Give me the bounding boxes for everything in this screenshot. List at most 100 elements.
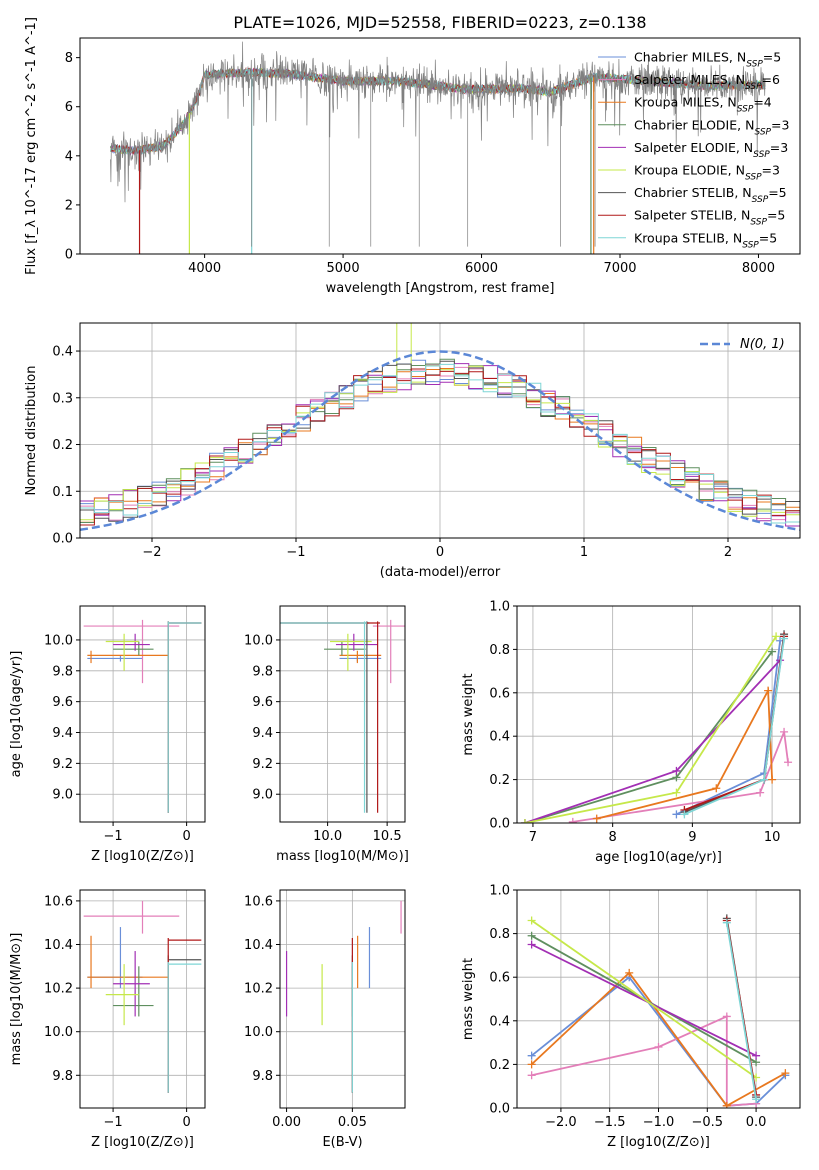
weight_vs_age-xtick-label: 9: [688, 830, 696, 845]
residuals-xtick-label: −1: [286, 545, 305, 560]
weight_vs_age-ytick-label: 0.6: [489, 686, 510, 701]
sfh-point-kroupa_elodie: [527, 916, 536, 925]
legend-entry-salpeter_stelib: Salpeter STELIB, NSSP=5: [634, 208, 785, 228]
mass_vs_ebv-ytick-label: 9.8: [252, 1069, 273, 1084]
age_vs_Z-frame: [79, 605, 206, 823]
residuals-xtick-label: 1: [580, 545, 588, 560]
residuals-ytick-label: 0.1: [52, 485, 73, 500]
sfh-point-salpeter_miles: [722, 1012, 731, 1021]
sfh-line-kroupa_elodie: [524, 635, 777, 823]
age_vs_Z-xtick-label: 0: [182, 829, 190, 844]
residuals-xlabel: (data-model)/error: [380, 565, 501, 580]
legend-subscript: SSP: [750, 218, 767, 228]
sfh-point-kroupa_miles: [781, 1069, 790, 1078]
sfh-point-chabrier_miles: [527, 1051, 536, 1060]
age_vs_Z-xlabel: Z [log10(Z/Z⊙)]: [91, 849, 194, 864]
age_vs_mass-xtick-label: 10.5: [373, 829, 402, 844]
sfh-point-kroupa_miles: [722, 1101, 731, 1108]
mass_vs_Z-xtick-label: 0: [182, 1115, 190, 1130]
mass_vs_ebv-ytick-label: 10.4: [244, 938, 273, 953]
age_vs_Z-ytick-label: 9.0: [52, 788, 73, 803]
age_vs_mass-ytick-label: 10.0: [244, 633, 273, 648]
figure-title: PLATE=1026, MJD=52558, FIBERID=0223, z=0…: [233, 13, 646, 32]
mass_vs_Z-ytick-label: 10.0: [44, 1025, 73, 1040]
age_vs_mass-xtick-label: 10.0: [313, 829, 342, 844]
residuals-xtick-label: −2: [142, 545, 161, 560]
spectrum-xtick-label: 8000: [742, 261, 775, 276]
legend-subscript: SSP: [742, 240, 759, 250]
legend-rest: =6: [762, 72, 780, 87]
spectrum-ytick-label: 4: [65, 149, 73, 164]
mass_vs_Z-xtick-label: −1: [104, 1115, 123, 1130]
legend-entry-kroupa_elodie: Kroupa ELODIE, NSSP=3: [634, 163, 780, 183]
residuals-ytick-label: 0.0: [52, 532, 73, 547]
age_vs_mass-frame: [279, 605, 406, 823]
spectrum-ytick-label: 0: [65, 248, 73, 263]
legend-rest: =5: [767, 208, 785, 223]
weight_vs_age-panel: 7 8 9 10 0.0 0.2 0.4 0.6 0.8 1.0 age [log10(age/yr…: [461, 600, 801, 865]
mass_vs_ebv-xtick-label: 0.05: [338, 1115, 367, 1130]
sfh-line-salpeter_elodie: [531, 943, 757, 1057]
weight_vs_age-ytick-label: 0.8: [489, 643, 510, 658]
residuals-ytick-label: 0.3: [52, 391, 73, 406]
legend-entry-chabrier_miles: Chabrier MILES, NSSP=5: [634, 50, 781, 70]
sfh-point-salpeter_miles: [784, 758, 793, 767]
residuals-panel: −2 −1 0 1 2 0.0 0.1 0.2 0.3 0.4 (data-model)/error…: [24, 322, 801, 580]
sfh-point-salpeter_miles: [756, 788, 765, 797]
legend-subscript: SSP: [753, 150, 770, 160]
age_vs_Z-xtick-label: −1: [104, 829, 123, 844]
mass_vs_Z-xlabel: Z [log10(Z/Z⊙)]: [91, 1135, 194, 1150]
weight_vs_Z-plot-area: [527, 914, 790, 1108]
sfh-point-salpeter_miles: [568, 817, 577, 823]
sfh-point-salpeter_elodie: [527, 940, 536, 949]
mass_vs_ebv-ytick-label: 10.6: [244, 894, 273, 909]
weight_vs_Z-xtick-label: −1.0: [643, 1115, 675, 1130]
age_vs_Z-ytick-label: 9.2: [52, 757, 73, 772]
weight_vs_age-ytick-label: 1.0: [489, 600, 510, 615]
weight_vs_age-ytick-label: 0.2: [489, 773, 510, 788]
age_vs_Z-ylabel: age [log10(age/yr)]: [9, 651, 24, 778]
sfh-point-chabrier_miles: [672, 810, 681, 819]
age_vs_Z-ytick-label: 9.4: [52, 726, 73, 741]
age_vs_Z-panel: −1 0 9.0 9.2 9.4 9.6 9.8 10.0 Z [log10(Z/Z⊙)] age…: [9, 605, 206, 864]
sfh-point-kroupa_stelib: [780, 634, 789, 643]
legend-entry-salpeter_elodie: Salpeter ELODIE, NSSP=3: [634, 140, 788, 160]
sfh-point-salpeter_elodie: [672, 766, 681, 775]
mass_vs_ebv-panel: 0.00 0.05 9.8 10.0 10.2 10.4 10.6 E(B-V): [244, 889, 406, 1150]
weight_vs_age-xtick-label: 7: [529, 830, 537, 845]
age_vs_Z-plot-area: [83, 619, 202, 813]
legend-entry-chabrier_elodie: Chabrier ELODIE, NSSP=3: [634, 117, 789, 137]
mass_vs_Z-ytick-label: 10.6: [44, 894, 73, 909]
sfh-line-salpeter_miles: [531, 1015, 757, 1107]
spectrum-xlabel: wavelength [Angstrom, rest frame]: [326, 281, 555, 296]
spectrum-panel: 4000 5000 6000 7000 8000 0 2 4 6 8 wavelength [Ang…: [24, 17, 801, 296]
legend-subscript: SSP: [745, 173, 762, 183]
age_vs_Z-ytick-label: 9.8: [52, 664, 73, 679]
legend-rest: =4: [753, 95, 771, 110]
spectrum-xtick-label: 5000: [327, 261, 360, 276]
weight_vs_age-ytick-label: 0.0: [489, 817, 510, 832]
sfh-line-kroupa_miles: [596, 687, 773, 820]
residuals-ylabel: Normed distribution: [24, 366, 39, 496]
legend-subscript: SSP: [737, 105, 754, 115]
weight_vs_Z-xlabel: Z [log10(Z/Z⊙)]: [607, 1135, 710, 1150]
spectrum-xtick-label: 7000: [603, 261, 636, 276]
weight_vs_age-xtick-label: 10: [764, 830, 781, 845]
legend-entry-salpeter_miles: Salpeter MILES, NSSP=6: [634, 72, 780, 92]
histogram-salpeter_stelib: [80, 368, 800, 526]
sfh-point-kroupa_stelib: [680, 810, 689, 819]
sfh-point-salpeter_miles: [527, 1071, 536, 1080]
spectrum-frame: [79, 37, 801, 255]
age_vs_mass-plot-area: [280, 619, 405, 813]
sfh-point-kroupa_elodie: [672, 788, 681, 797]
normal-legend-label: N(0, 1): [740, 337, 785, 352]
sfh-point-salpeter_miles: [654, 1042, 663, 1051]
spectrum-ytick-label: 2: [65, 198, 73, 213]
weight_vs_Z-ytick-label: 1.0: [489, 884, 510, 899]
histogram-salpeter_elodie: [80, 363, 800, 527]
mass_vs_ebv-ytick-label: 10.2: [244, 982, 273, 997]
sfh-point-kroupa_miles: [625, 968, 634, 977]
weight_vs_Z-xtick-label: −2.0: [545, 1115, 577, 1130]
mass_vs_Z-ytick-label: 10.2: [44, 982, 73, 997]
